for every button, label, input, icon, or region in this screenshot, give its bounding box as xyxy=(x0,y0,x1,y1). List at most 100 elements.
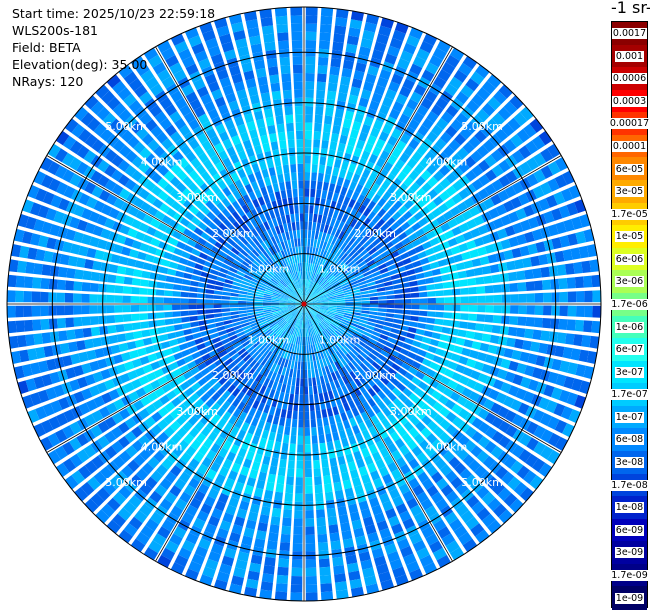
radar-gate-cell xyxy=(526,421,539,435)
radar-gate-cell xyxy=(327,311,336,316)
radar-gate-cell xyxy=(248,335,258,343)
radar-gate-cell xyxy=(274,107,283,117)
radar-gate-cell xyxy=(421,264,432,272)
radar-gate-cell xyxy=(159,151,171,164)
radar-gate-cell xyxy=(531,135,546,150)
radar-gate-cell xyxy=(312,282,318,291)
radar-gate-cell xyxy=(279,297,288,301)
radar-gate-cell xyxy=(300,221,304,230)
radar-gate-cell xyxy=(563,376,575,389)
radar-gate-cell xyxy=(453,525,468,539)
radar-gate-cell xyxy=(425,533,439,546)
radar-gate-cell xyxy=(260,253,268,261)
radar-gate-cell xyxy=(324,286,333,292)
radar-gate-cell xyxy=(304,254,307,263)
radar-gate-cell xyxy=(277,242,283,252)
radar-gate-cell xyxy=(279,339,285,348)
radar-gate-cell xyxy=(332,192,339,202)
radar-gate-cell xyxy=(321,383,327,393)
radar-gate-cell xyxy=(161,519,175,532)
radar-gate-cell xyxy=(236,240,246,249)
radar-gate-cell xyxy=(335,17,348,27)
radar-gate-cell xyxy=(440,222,451,232)
radar-gate-cell xyxy=(493,305,502,314)
radar-gate-cell xyxy=(274,407,282,417)
radar-gate-cell xyxy=(170,90,184,103)
radar-gate-cell xyxy=(376,440,386,451)
radar-gate-cell xyxy=(274,373,281,383)
radar-gate-cell xyxy=(271,354,278,363)
radar-gate-cell xyxy=(267,319,276,325)
radar-gate-cell xyxy=(415,188,426,199)
radar-gate-cell xyxy=(361,150,371,161)
radar-gate-cell xyxy=(455,234,466,244)
radar-gate-cell xyxy=(355,343,364,351)
radar-gate-cell xyxy=(121,465,134,478)
radar-gate-cell xyxy=(144,345,155,354)
radar-gate-cell xyxy=(566,202,579,216)
radar-gate-cell xyxy=(316,287,324,294)
radar-gate-cell xyxy=(265,481,275,492)
radar-gate-cell xyxy=(351,519,363,530)
colorbar-swatch: 1e-08 xyxy=(612,496,647,520)
radar-gate-cell xyxy=(316,418,323,427)
radar-gate-cell xyxy=(279,301,288,303)
radar-gate-cell xyxy=(451,226,462,236)
radar-gate-cell xyxy=(321,258,327,268)
radar-gate-cell xyxy=(307,311,311,320)
radar-gate-cell xyxy=(195,387,206,398)
radar-gate-cell xyxy=(270,363,277,372)
radar-gate-cell xyxy=(458,242,469,253)
radar-gate-cell xyxy=(131,440,144,452)
radar-gate-cell xyxy=(418,316,427,323)
radar-gate-cell xyxy=(247,424,256,435)
radar-gate-cell xyxy=(505,170,518,184)
radar-gate-cell xyxy=(172,297,181,304)
radar-gate-cell xyxy=(96,487,111,502)
radar-gate-cell xyxy=(296,468,303,478)
radar-gate-cell xyxy=(467,322,477,331)
radar-gate-cell xyxy=(35,249,46,262)
radar-gate-cell xyxy=(306,246,310,255)
radar-gate-cell xyxy=(360,411,370,422)
radar-gate-cell xyxy=(155,312,165,319)
radar-gate-cell xyxy=(188,138,200,150)
radar-gate-cell xyxy=(408,427,420,438)
radar-gate-cell xyxy=(349,578,363,589)
radar-gate-cell xyxy=(43,250,54,263)
radar-gate-cell xyxy=(153,230,164,240)
radar-gate-cell xyxy=(230,153,240,164)
radar-gate-cell xyxy=(254,188,262,199)
radar-gate-cell xyxy=(523,204,535,217)
radar-gate-cell xyxy=(189,286,198,293)
radar-gate-cell xyxy=(305,501,314,511)
radar-gate-cell xyxy=(235,344,244,353)
radar-gate-cell xyxy=(139,91,153,105)
radar-gate-cell xyxy=(413,511,427,524)
radar-gate-cell xyxy=(296,147,304,156)
radar-gate-cell xyxy=(150,172,163,184)
radar-gate-cell xyxy=(231,211,241,221)
radar-gate-cell xyxy=(249,251,257,260)
radar-gate-cell xyxy=(310,418,317,428)
radar-gate-cell xyxy=(284,313,292,320)
radar-gate-cell xyxy=(224,279,234,285)
radar-gate-cell xyxy=(276,284,284,291)
radar-gate-cell xyxy=(387,442,398,454)
radar-gate-cell xyxy=(320,300,329,303)
radar-gate-cell xyxy=(398,415,409,426)
radar-gate-cell xyxy=(139,313,148,321)
radar-gate-cell xyxy=(221,555,235,567)
radar-gate-cell xyxy=(118,342,129,352)
radar-gate-cell xyxy=(305,336,309,346)
radar-gate-cell xyxy=(198,538,211,550)
radar-gate-cell xyxy=(230,234,240,243)
radar-gate-cell xyxy=(372,214,381,224)
radar-gate-cell xyxy=(343,289,352,294)
radar-gate-cell xyxy=(439,164,451,177)
radar-gate-cell xyxy=(40,174,54,189)
radar-gate-cell xyxy=(440,376,451,386)
radar-gate-cell xyxy=(319,375,325,385)
radar-gate-cell xyxy=(497,368,508,380)
radar-gate-cell xyxy=(381,272,391,278)
